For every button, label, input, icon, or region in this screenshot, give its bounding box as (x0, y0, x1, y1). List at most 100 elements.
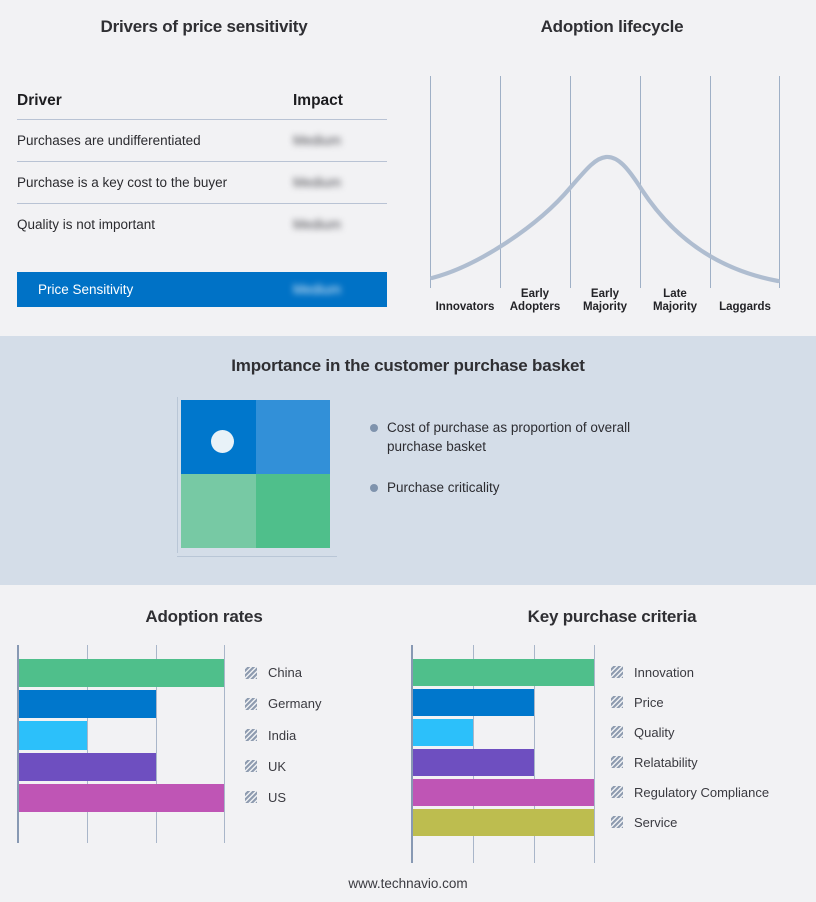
adoption-rates-chart: China Germany India UK US (17, 645, 391, 863)
bullet-icon (370, 484, 378, 492)
basket-legend-label: Purchase criticality (387, 480, 500, 495)
gridline (224, 645, 225, 843)
driver-label: Purchase is a key cost to the buyer (17, 175, 228, 190)
footer-url: www.technavio.com (348, 876, 468, 891)
legend-label: Innovation (634, 664, 694, 680)
bar (413, 749, 534, 776)
adoption-rates-legend: China Germany India UK US (245, 645, 391, 843)
matrix-quadrant-bottom-right (255, 474, 330, 548)
legend-label: US (268, 789, 287, 805)
adoption-lifecycle-chart (430, 76, 780, 288)
legend-item: Relatability (611, 755, 698, 770)
driver-label: Purchases are undifferentiated (17, 133, 201, 148)
lifecycle-panel-title: Adoption lifecycle (540, 17, 684, 36)
basket-legend-label: Cost of purchase as proportion of overal… (387, 420, 631, 454)
legend-item: Regulatory Compliance (611, 785, 769, 800)
list-item: Cost of purchase as proportion of overal… (370, 418, 700, 456)
impact-value-redacted: Medium (293, 133, 342, 148)
legend-swatch-icon (245, 729, 257, 741)
stage-line-1: Early (590, 288, 620, 300)
impact-value-redacted: Medium (293, 175, 342, 190)
stage-line-2: Majority (652, 301, 698, 313)
table-row: Purchases are undifferentiated Medium (17, 120, 387, 162)
legend-swatch-icon (611, 756, 623, 768)
legend-label: UK (268, 758, 287, 774)
bottom-band-background (0, 585, 816, 902)
stage-line-2: Laggards (719, 301, 771, 313)
legend-swatch-icon (611, 786, 623, 798)
drivers-table-header: Driver Impact (17, 92, 387, 120)
bar (19, 690, 156, 719)
drivers-panel-title: Drivers of price sensitivity (100, 17, 308, 36)
lifecycle-stage-labels: Innovators Early Adopters Early Majority… (430, 281, 780, 315)
key-purchase-criteria-chart: Innovation Price Quality Relatability Regula… (411, 645, 811, 863)
drivers-table: Driver Impact Purchases are undifferenti… (17, 92, 387, 245)
legend-item: Quality (611, 725, 674, 740)
legend-swatch-icon (245, 791, 257, 804)
column-header-impact: Impact (293, 92, 343, 109)
legend-label: China (268, 665, 302, 681)
legend-label: Service (634, 814, 678, 830)
lifecycle-bell-curve (430, 154, 780, 284)
criteria-legend: Innovation Price Quality Relatability Regula… (611, 645, 811, 863)
key-purchase-criteria-title: Key purchase criteria (527, 607, 697, 626)
legend-label: India (268, 727, 297, 743)
column-header-driver: Driver (17, 92, 62, 109)
legend-item: US (245, 790, 286, 805)
matrix-vertical-axis (177, 397, 178, 553)
bar (413, 779, 594, 806)
legend-swatch-icon (611, 726, 623, 738)
bar (413, 689, 534, 716)
adoption-rates-title: Adoption rates (145, 607, 263, 626)
stage-line-1: Late (663, 288, 687, 300)
legend-swatch-icon (245, 666, 257, 679)
table-row: Quality is not important Medium (17, 204, 387, 245)
matrix-quadrant-bottom-left (181, 474, 256, 548)
stage-line-2: Innovators (435, 301, 495, 313)
bar (413, 719, 474, 746)
bar (19, 659, 224, 688)
bar (19, 783, 224, 812)
table-row: Purchase is a key cost to the buyer Medi… (17, 162, 387, 204)
lifecycle-divider-lines (430, 76, 780, 288)
basket-panel-title: Importance in the customer purchase bask… (231, 356, 585, 375)
bar (19, 752, 156, 781)
lifecycle-stage-late-majority: Late Majority (640, 281, 710, 315)
matrix-position-marker (211, 430, 234, 453)
bar (413, 809, 594, 836)
gridline (87, 645, 89, 843)
legend-item: China (245, 665, 302, 680)
legend-item: India (245, 728, 296, 743)
gridline (155, 645, 157, 843)
legend-label: Quality (634, 724, 675, 740)
legend-label: Germany (268, 696, 322, 712)
driver-label: Quality is not important (17, 217, 156, 232)
bar (413, 659, 594, 686)
legend-swatch-icon (611, 816, 623, 828)
legend-item: Service (611, 815, 677, 830)
legend-item: Innovation (611, 665, 694, 680)
summary-row-impact-redacted: Medium (293, 282, 342, 297)
bullet-icon (370, 424, 378, 432)
matrix-horizontal-axis (177, 556, 337, 557)
lifecycle-stage-innovators: Innovators (430, 281, 500, 315)
gridline (533, 645, 535, 863)
legend-swatch-icon (611, 696, 623, 708)
summary-row-label: Price Sensitivity (38, 282, 134, 297)
legend-label: Regulatory Compliance (634, 784, 770, 800)
matrix-quadrant-top-right (255, 400, 330, 474)
stage-line-1: Early (520, 288, 550, 300)
legend-swatch-icon (611, 666, 623, 678)
impact-value-redacted: Medium (293, 217, 342, 232)
lifecycle-stage-early-majority: Early Majority (570, 281, 640, 315)
legend-item: UK (245, 759, 286, 774)
middle-band-background (0, 336, 816, 585)
price-sensitivity-summary-row: Price Sensitivity Medium (17, 272, 387, 307)
list-item: Purchase criticality (370, 478, 700, 497)
criteria-plot (411, 645, 595, 863)
gridline (594, 645, 595, 863)
matrix-quadrant-top-left (181, 400, 256, 474)
purchase-basket-matrix (181, 400, 330, 548)
legend-label: Price (634, 694, 664, 710)
stage-line-2: Majority (582, 301, 628, 313)
